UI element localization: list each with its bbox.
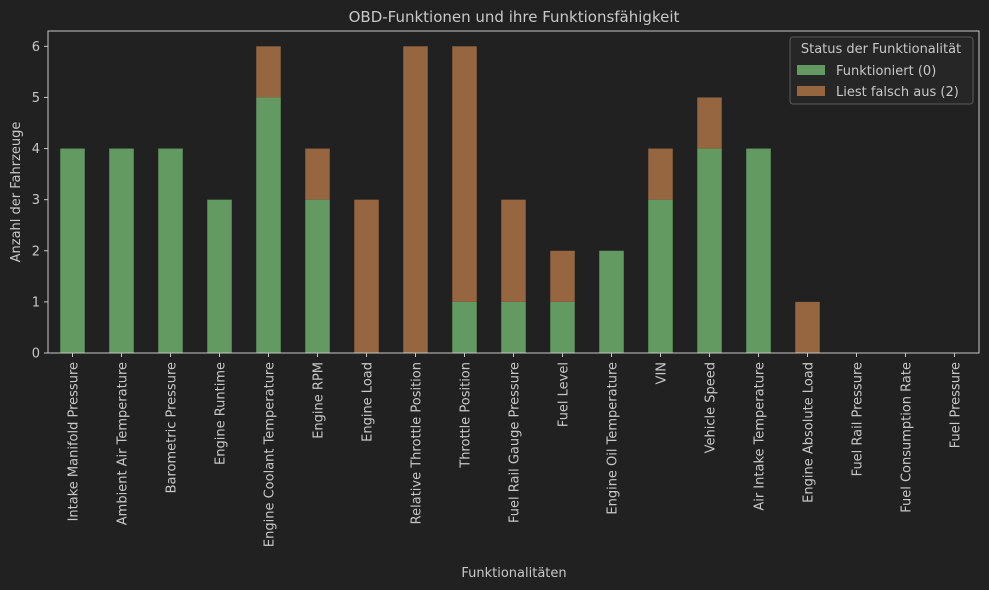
legend: Status der Funktionalität Funktioniert (… [789,36,974,105]
x-tick-label-fuel-level: Fuel Level [557,362,572,427]
bar-relative-throttle-position-series-1 [403,46,428,353]
x-tick-label-engine-absolute-load: Engine Absolute Load [802,362,817,503]
x-tick-label-engine-coolant-temperature: Engine Coolant Temperature [263,362,278,547]
legend-swatch-reads-wrong [797,86,825,96]
y-tick-label-0: 0 [32,347,40,362]
x-tick-label-air-intake-temperature: Air Intake Temperature [753,362,768,511]
bar-barometric-pressure-series-0 [158,148,183,353]
y-tick-label-4: 4 [32,142,40,157]
bar-air-intake-temperature-series-0 [746,148,771,353]
bar-engine-rpm-series-1 [305,148,330,200]
bar-throttle-position-series-1 [452,46,477,302]
bars-layer [60,46,820,353]
y-tick-label-1: 1 [32,295,40,310]
bar-engine-absolute-load-series-1 [795,301,820,353]
x-tick-label-engine-rpm: Engine RPM [312,362,327,439]
bar-engine-load-series-1 [354,199,379,353]
bar-engine-oil-temperature-series-0 [599,250,624,353]
bar-engine-runtime-series-0 [207,199,232,353]
bar-fuel-rail-gauge-pressure-series-0 [501,301,526,353]
x-tick-label-fuel-consumption-rate: Fuel Consumption Rate [900,362,915,513]
x-tick-label-engine-load: Engine Load [361,362,376,442]
x-tick-label-fuel-rail-gauge-pressure: Fuel Rail Gauge Pressure [508,362,523,523]
y-tick-label-6: 6 [32,40,40,55]
bar-vehicle-speed-series-0 [697,148,722,353]
legend-swatch-functioning [797,65,825,75]
bar-intake-manifold-pressure-series-0 [60,148,85,353]
bar-engine-coolant-temperature-series-0 [256,97,281,353]
bar-vin-series-0 [648,199,673,353]
y-tick-label-3: 3 [32,193,40,208]
legend-box [789,36,974,105]
legend-label-reads-wrong: Liest falsch aus (2) [836,85,959,100]
bar-ambient-air-temperature-series-0 [109,148,134,353]
x-axis: Intake Manifold Pressure Ambient Air Temp… [67,353,964,547]
y-tick-label-2: 2 [32,244,40,259]
x-tick-label-vehicle-speed: Vehicle Speed [704,362,719,453]
bar-fuel-level-series-0 [550,301,575,353]
chart-title: OBD-Funktionen und ihre Funktionsfähigke… [349,8,680,26]
x-tick-label-fuel-rail-pressure: Fuel Rail Pressure [851,362,866,476]
bar-engine-rpm-series-0 [305,199,330,353]
x-tick-label-ambient-air-temperature: Ambient Air Temperature [116,362,131,525]
x-tick-label-throttle-position: Throttle Position [459,362,474,469]
legend-label-functioning: Funktioniert (0) [836,64,936,79]
bar-engine-coolant-temperature-series-1 [256,46,281,98]
y-axis: 0 1 2 3 4 5 6 [32,40,48,362]
x-tick-label-intake-manifold-pressure: Intake Manifold Pressure [67,362,82,521]
x-tick-label-fuel-pressure: Fuel Pressure [949,362,964,448]
x-tick-label-vin: VIN [655,362,670,384]
x-axis-label: Funktionalitäten [461,566,566,581]
x-tick-label-barometric-pressure: Barometric Pressure [165,362,180,493]
x-tick-label-relative-throttle-position: Relative Throttle Position [410,362,425,524]
x-tick-label-engine-runtime: Engine Runtime [214,362,229,465]
bar-vehicle-speed-series-1 [697,97,722,149]
legend-title: Status der Funktionalität [801,42,961,57]
bar-fuel-level-series-1 [550,250,575,302]
y-axis-label: Anzahl der Fahrzeuge [9,122,24,263]
bar-throttle-position-series-0 [452,301,477,353]
x-tick-label-engine-oil-temperature: Engine Oil Temperature [606,362,621,515]
bar-fuel-rail-gauge-pressure-series-1 [501,199,526,302]
y-tick-label-5: 5 [32,91,40,106]
bar-vin-series-1 [648,148,673,200]
